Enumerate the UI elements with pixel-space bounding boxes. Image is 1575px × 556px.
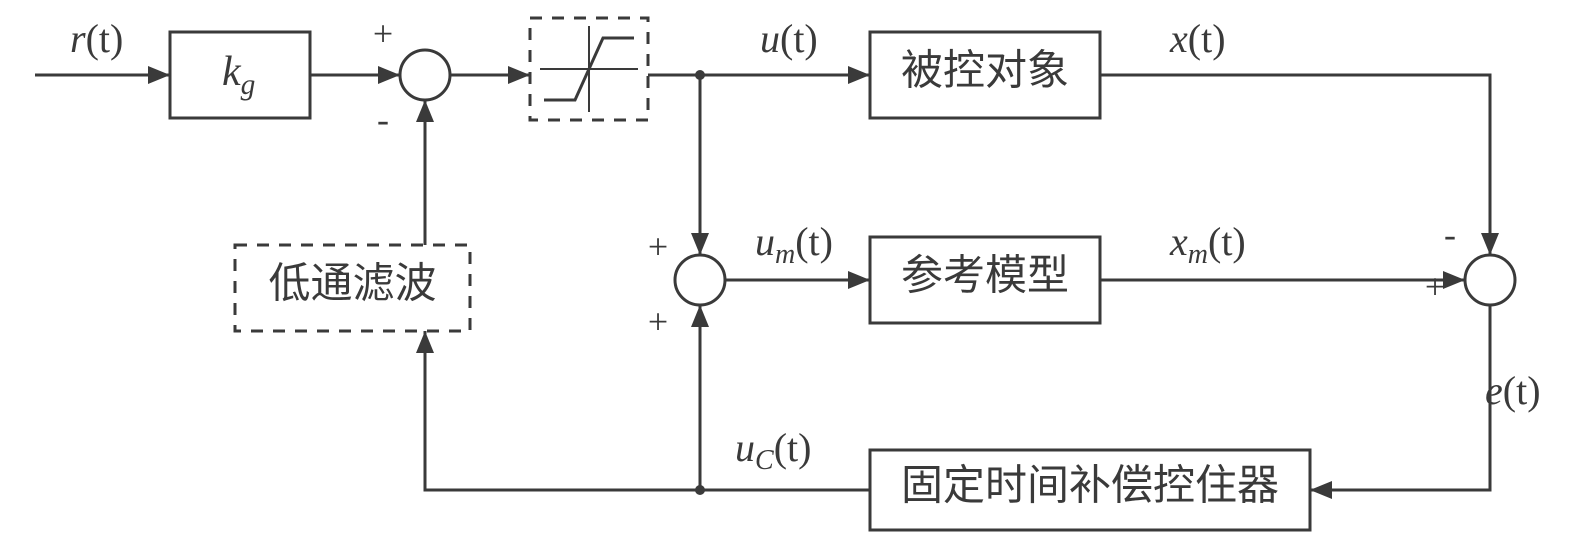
plant-block-label: 被控对象 — [901, 49, 1069, 95]
signal-x: x(t) — [1169, 16, 1226, 61]
kg-block-label: kg — [222, 49, 255, 101]
svg-text:+: + — [648, 226, 668, 266]
svg-text:+: + — [648, 301, 668, 341]
signal-xm: xm(t) — [1169, 219, 1246, 270]
signal-e: e(t) — [1485, 368, 1541, 413]
svg-text:-: - — [377, 99, 389, 139]
control-block-diagram: kg 被控对象参考模型 低通滤波固定时间补偿控住器 r(t) u(t) x(t) um(t)… — [0, 0, 1575, 556]
svg-text:+: + — [1425, 266, 1445, 306]
signal-u: u(t) — [760, 16, 818, 61]
refmodel-block-label: 参考模型 — [901, 253, 1069, 300]
signal-uc: uC(t) — [735, 425, 811, 476]
signal-um: um(t) — [755, 219, 833, 270]
svg-text:+: + — [373, 13, 393, 53]
lpf-block-label: 低通滤波 — [268, 262, 436, 308]
signal-r: r(t) — [70, 16, 123, 61]
compensator-block-label: 固定时间补偿控住器 — [901, 463, 1279, 510]
svg-text:-: - — [1444, 214, 1456, 254]
